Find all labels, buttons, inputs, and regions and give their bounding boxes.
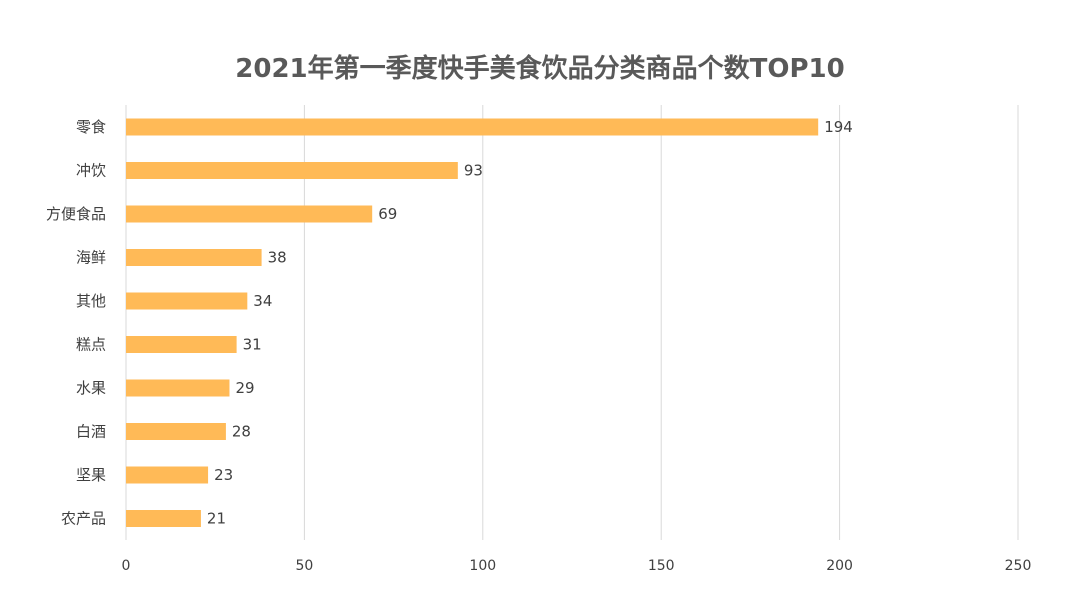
value-label: 31 (243, 336, 262, 354)
value-label: 28 (232, 423, 251, 441)
category-label: 冲饮 (76, 162, 106, 180)
bar-4 (126, 292, 248, 310)
value-label: 29 (235, 379, 254, 397)
category-label: 零食 (76, 118, 106, 136)
bar-2 (126, 205, 373, 223)
value-label: 21 (207, 510, 226, 528)
x-tick-label: 100 (469, 558, 496, 574)
bar-3 (126, 249, 262, 266)
bar-8 (126, 466, 209, 484)
value-label: 194 (824, 118, 853, 136)
chart-title: 2021年第一季度快手美食饮品分类商品个数TOP10 (235, 54, 845, 84)
bar-0 (126, 118, 819, 136)
bar-7 (126, 423, 226, 440)
category-label: 水果 (76, 379, 106, 397)
value-label: 34 (253, 292, 272, 310)
category-label: 坚果 (76, 466, 106, 484)
category-label: 白酒 (76, 423, 106, 441)
value-label: 69 (378, 205, 397, 223)
x-tick-label: 50 (295, 558, 313, 574)
category-label: 方便食品 (46, 205, 106, 223)
category-label: 糕点 (76, 336, 106, 354)
x-tick-label: 200 (826, 558, 853, 574)
x-tick-label: 150 (648, 558, 675, 574)
value-label: 23 (214, 466, 233, 484)
bar-5 (126, 336, 237, 353)
category-label: 其他 (76, 292, 106, 310)
x-tick-label: 250 (1005, 558, 1032, 574)
value-label: 93 (464, 162, 483, 180)
bar-6 (126, 379, 230, 397)
category-label: 海鲜 (76, 249, 106, 267)
bar-9 (126, 510, 201, 527)
x-tick-label: 0 (122, 558, 131, 574)
bar-1 (126, 162, 458, 179)
value-label: 38 (268, 249, 287, 267)
category-label: 农产品 (61, 510, 106, 528)
